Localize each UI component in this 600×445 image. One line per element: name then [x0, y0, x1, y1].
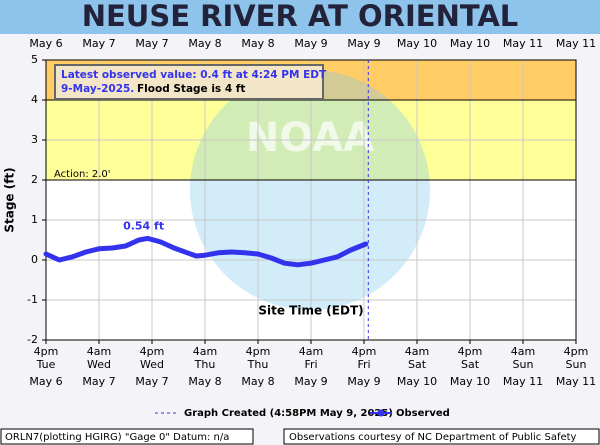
top-date-label: May 9 — [294, 37, 327, 50]
x-tick-day: Thu — [194, 358, 216, 371]
y-tick-label: -2 — [27, 333, 38, 346]
y-tick-label: 1 — [31, 213, 38, 226]
y-tick-label: 4 — [31, 93, 38, 106]
x-tick-day: Sat — [408, 358, 427, 371]
watermark: NOAA — [246, 115, 374, 161]
x-tick-day: Sat — [461, 358, 480, 371]
top-date-label: May 8 — [188, 37, 221, 50]
legend-label: Graph Created (4:58PM May 9, 2025) — [184, 408, 393, 419]
y-tick-label: -1 — [27, 293, 38, 306]
x-tick-date: May 7 — [82, 375, 115, 388]
x-tick-label: 4pm — [34, 345, 59, 358]
footer-left: ORLN7(plotting HGIRG) "Gage 0" Datum: n/… — [5, 432, 229, 443]
x-tick-day: Wed — [87, 358, 111, 371]
top-date-label: May 8 — [241, 37, 274, 50]
x-tick-date: May 10 — [397, 375, 437, 388]
x-tick-label: 4am — [87, 345, 111, 358]
x-tick-label: 4pm — [352, 345, 377, 358]
footer-box — [283, 428, 600, 445]
x-tick-label: 4am — [511, 345, 535, 358]
annotation: 0.54 ft — [123, 219, 164, 232]
x-tick-label: 4am — [193, 345, 217, 358]
x-tick-label: 4pm — [140, 345, 165, 358]
footer-box — [0, 428, 254, 445]
series-line — [43, 235, 369, 268]
x-tick-date: May 9 — [294, 375, 327, 388]
x-tick-date: May 6 — [29, 375, 62, 388]
top-date-label: May 7 — [82, 37, 115, 50]
x-tick-label: 4pm — [458, 345, 483, 358]
info-line: Flood Stage is 4 ft — [137, 83, 245, 95]
y-tick-label: 3 — [31, 133, 38, 146]
x-tick-date: May 8 — [188, 375, 221, 388]
top-date-label: May 11 — [556, 37, 596, 50]
legend-label: Observed — [396, 408, 450, 419]
x-tick-date: May 11 — [503, 375, 543, 388]
x-tick-day: Thu — [247, 358, 269, 371]
watermark-circle — [190, 70, 430, 310]
x-tick-day: Sun — [566, 358, 587, 371]
x-tick-day: Wed — [140, 358, 164, 371]
x-axis-title: Site Time (EDT) — [258, 304, 363, 318]
flood-stage-label: Action: 2.0' — [54, 169, 111, 180]
title-bar — [0, 0, 600, 34]
footer-right: Observations courtesy of NC Department o… — [289, 432, 577, 443]
x-tick-day: Fri — [304, 358, 317, 371]
top-date-label: May 11 — [503, 37, 543, 50]
x-tick-date: May 11 — [556, 375, 596, 388]
legend-marker — [377, 409, 385, 417]
top-date-label: May 10 — [397, 37, 437, 50]
y-tick-label: 5 — [31, 53, 38, 66]
y-tick-label: 0 — [31, 253, 38, 266]
x-tick-date: May 8 — [241, 375, 274, 388]
x-tick-label: 4pm — [246, 345, 271, 358]
y-tick-label: 2 — [31, 173, 38, 186]
top-date-label: May 6 — [29, 37, 62, 50]
top-date-label: May 7 — [135, 37, 168, 50]
x-tick-label: 4pm — [564, 345, 589, 358]
top-date-label: May 10 — [450, 37, 490, 50]
x-tick-day: Sun — [513, 358, 534, 371]
x-tick-date: May 7 — [135, 375, 168, 388]
info-box — [54, 64, 324, 100]
x-tick-day: Fri — [357, 358, 370, 371]
x-tick-date: May 10 — [450, 375, 490, 388]
info-line: Latest observed value: 0.4 ft at 4:24 PM… — [61, 69, 327, 81]
y-axis-title: Stage (ft) — [3, 167, 17, 232]
chart-title: NEUSE RIVER AT ORIENTAL — [82, 0, 519, 33]
x-tick-day: Tue — [36, 358, 56, 371]
x-tick-date: May 9 — [347, 375, 380, 388]
x-tick-label: 4am — [299, 345, 323, 358]
x-tick-label: 4am — [405, 345, 429, 358]
top-date-label: May 9 — [347, 37, 380, 50]
info-line: 9-May-2025. — [61, 83, 134, 95]
